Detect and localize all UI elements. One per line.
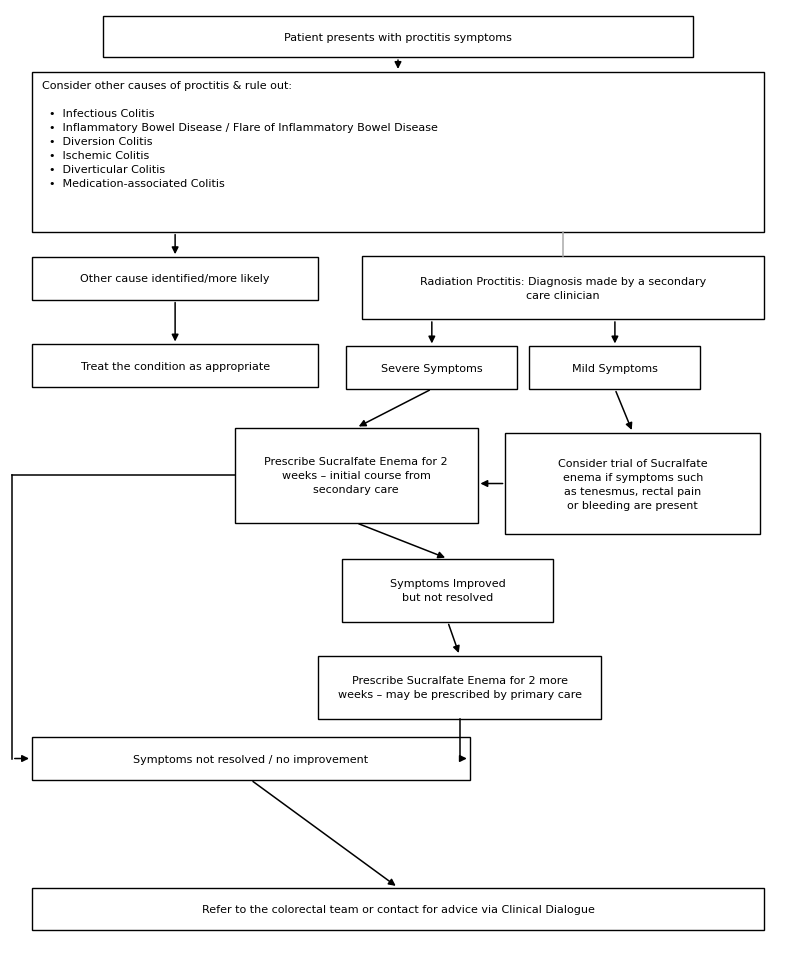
- FancyBboxPatch shape: [32, 888, 764, 930]
- Text: Severe Symptoms: Severe Symptoms: [381, 363, 482, 373]
- Text: Other cause identified/more likely: Other cause identified/more likely: [80, 274, 270, 284]
- FancyBboxPatch shape: [362, 257, 764, 320]
- Text: Refer to the colorectal team or contact for advice via Clinical Dialogue: Refer to the colorectal team or contact …: [201, 904, 595, 914]
- Text: Treat the condition as appropriate: Treat the condition as appropriate: [80, 361, 270, 371]
- Text: Prescribe Sucralfate Enema for 2 more
weeks – may be prescribed by primary care: Prescribe Sucralfate Enema for 2 more we…: [338, 675, 582, 700]
- Text: Mild Symptoms: Mild Symptoms: [572, 363, 657, 373]
- FancyBboxPatch shape: [342, 559, 553, 622]
- Text: Symptoms not resolved / no improvement: Symptoms not resolved / no improvement: [133, 754, 369, 764]
- FancyBboxPatch shape: [346, 347, 517, 390]
- Text: Consider other causes of proctitis & rule out:

  •  Infectious Colitis
  •  Inf: Consider other causes of proctitis & rul…: [42, 80, 438, 188]
- FancyBboxPatch shape: [529, 347, 700, 390]
- FancyBboxPatch shape: [235, 428, 478, 523]
- FancyBboxPatch shape: [32, 737, 470, 780]
- FancyBboxPatch shape: [32, 258, 318, 300]
- FancyBboxPatch shape: [32, 73, 764, 233]
- Text: Radiation Proctitis: Diagnosis made by a secondary
care clinician: Radiation Proctitis: Diagnosis made by a…: [420, 276, 706, 300]
- FancyBboxPatch shape: [103, 17, 693, 58]
- Text: Consider trial of Sucralfate
enema if symptoms such
as tenesmus, rectal pain
or : Consider trial of Sucralfate enema if sy…: [558, 458, 708, 510]
- FancyBboxPatch shape: [505, 433, 760, 535]
- FancyBboxPatch shape: [318, 656, 601, 719]
- Text: Patient presents with proctitis symptoms: Patient presents with proctitis symptoms: [284, 33, 512, 43]
- FancyBboxPatch shape: [32, 345, 318, 388]
- Text: Symptoms Improved
but not resolved: Symptoms Improved but not resolved: [390, 578, 505, 603]
- Text: Prescribe Sucralfate Enema for 2
weeks – initial course from
secondary care: Prescribe Sucralfate Enema for 2 weeks –…: [264, 456, 448, 495]
